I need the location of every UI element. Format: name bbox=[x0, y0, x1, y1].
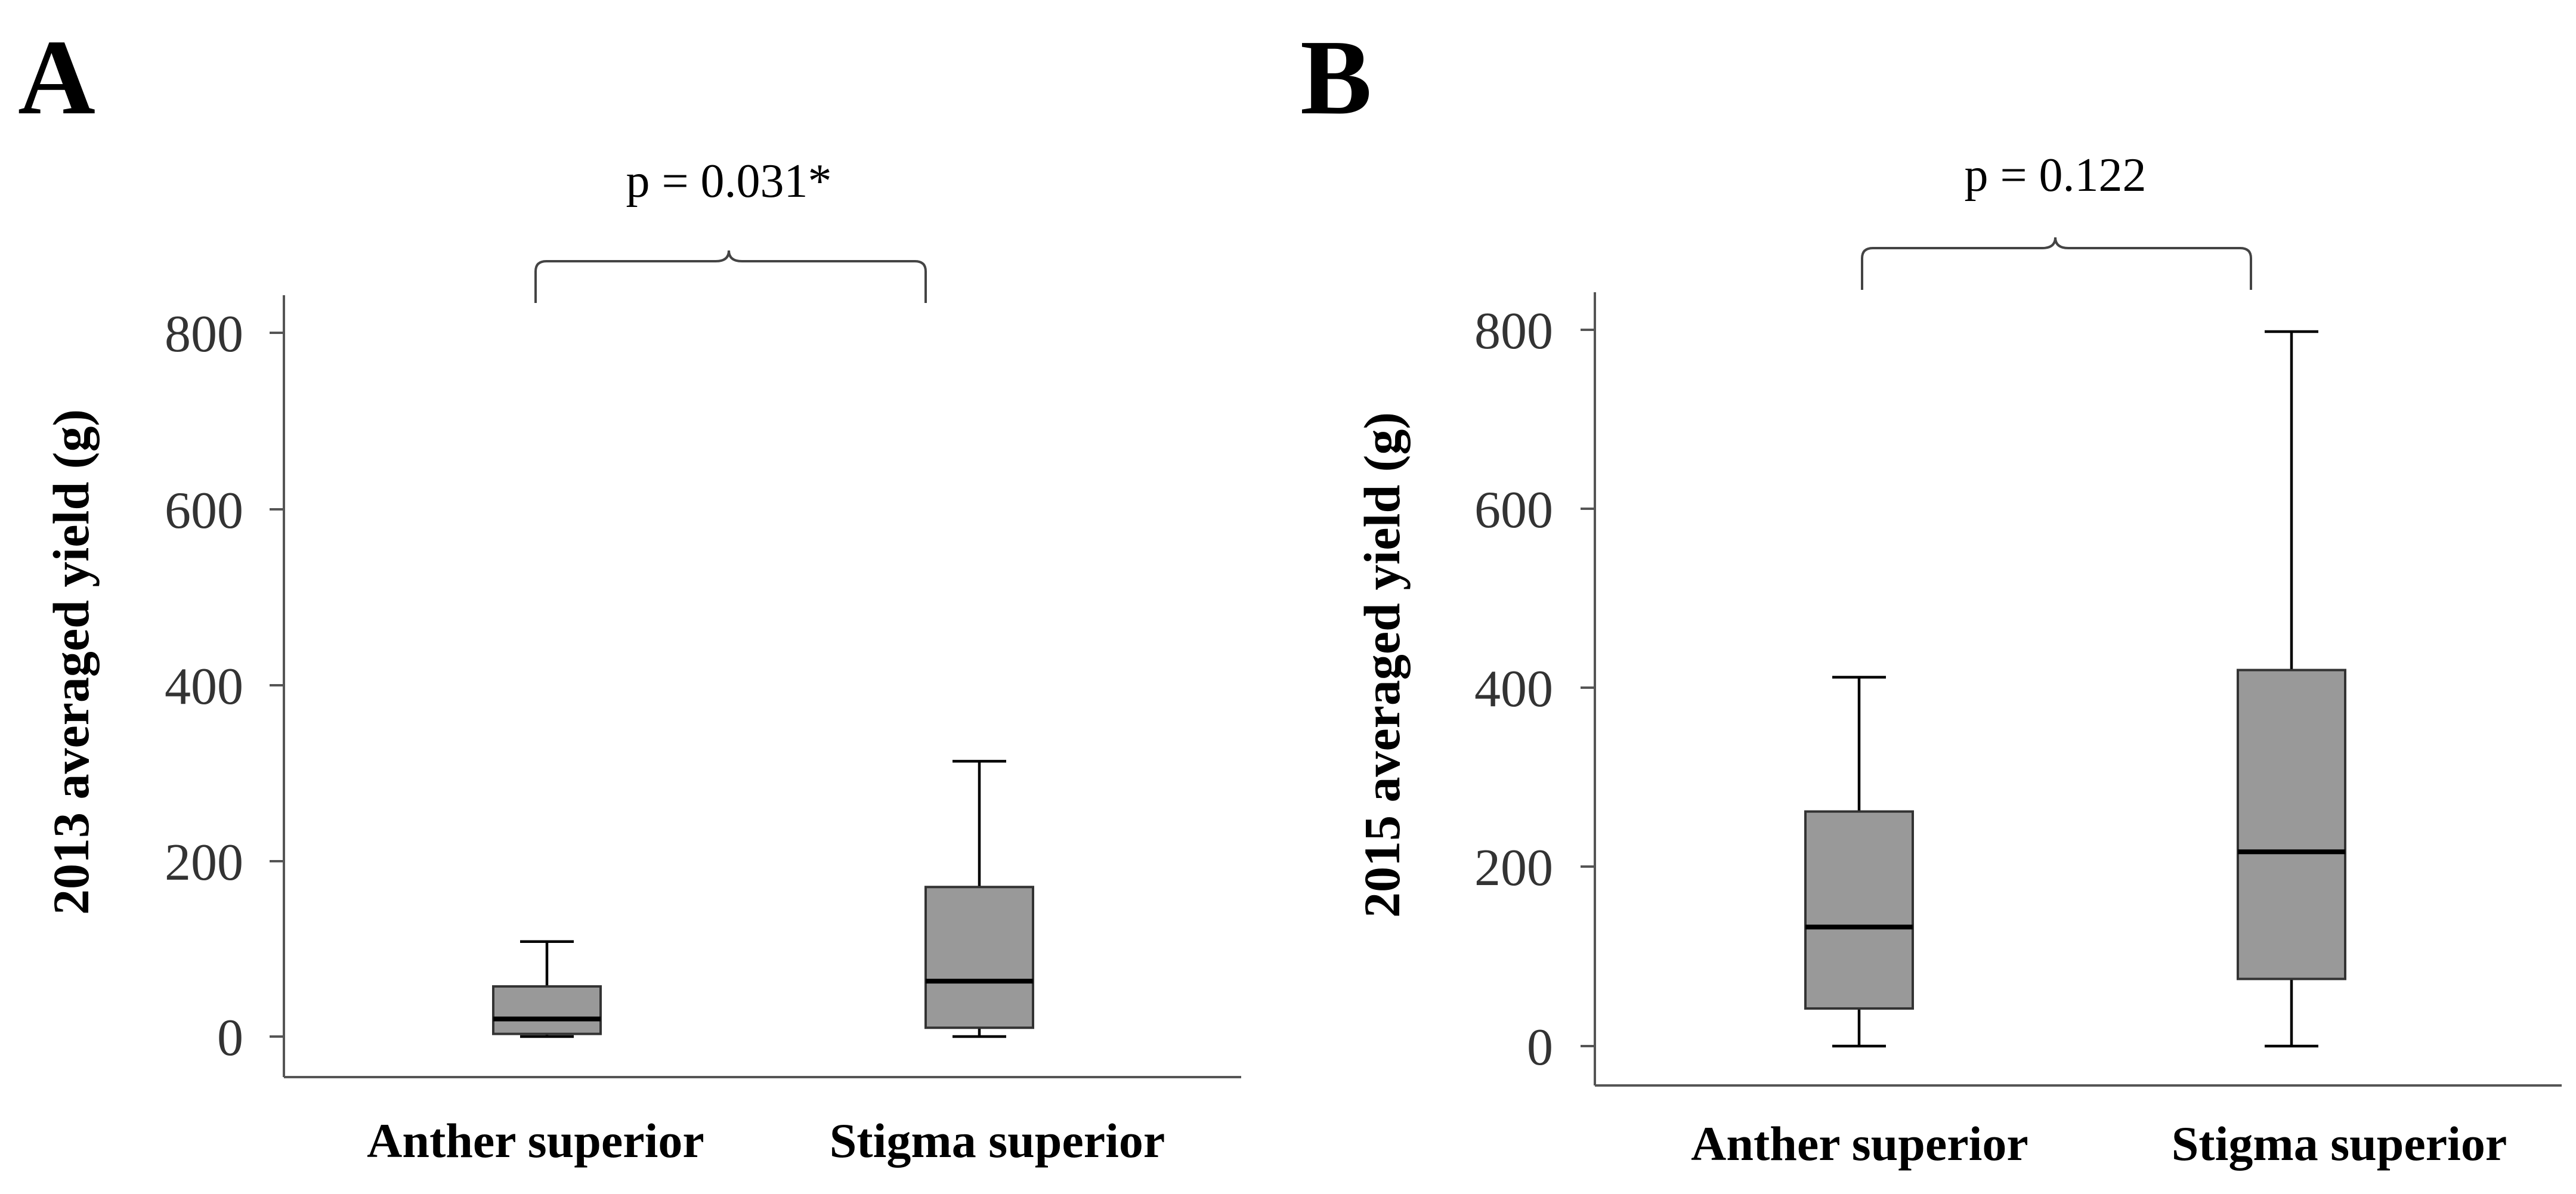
panel-a-tick-label-200: 200 bbox=[165, 834, 243, 892]
panel-b-p-value: p = 0.122 bbox=[1964, 149, 2146, 202]
panel-a-p-value: p = 0.031* bbox=[626, 155, 831, 208]
panel-a-anther-box bbox=[492, 985, 602, 1035]
panel-a-tick-label-600: 600 bbox=[165, 482, 243, 540]
panel-a-box-stigma-superior bbox=[924, 760, 1034, 1038]
panel-a-category-label-stigma: Stigma superior bbox=[830, 1113, 1165, 1168]
panel-b-y-title: 2015 averaged yield (g) bbox=[1353, 412, 1411, 918]
panel-a-significance-bracket bbox=[534, 250, 927, 303]
panel-a-category-label-anther: Anther superior bbox=[367, 1113, 704, 1168]
panel-b-significance-bracket bbox=[1861, 237, 2252, 290]
panel-a-label: A bbox=[18, 18, 95, 137]
panel-b-tick-label-800: 800 bbox=[1474, 302, 1553, 360]
panel-b-category-label-anther: Anther superior bbox=[1691, 1116, 2028, 1171]
panel-a-box-anther-superior bbox=[492, 940, 602, 1038]
panel-b-anther-box bbox=[1804, 810, 1914, 1010]
panel-b-tick-label-0: 0 bbox=[1527, 1019, 1553, 1077]
panel-b-tick-label-400: 400 bbox=[1474, 660, 1553, 718]
panel-b-label: B bbox=[1300, 18, 1372, 137]
panel-a-stigma-box bbox=[924, 886, 1034, 1029]
panel-a-tick-label-400: 400 bbox=[165, 658, 243, 716]
panel-a-tick-label-0: 0 bbox=[217, 1009, 243, 1067]
panel-b: B 0 200 400 600 800 2015 averaged yield … bbox=[1300, 18, 2562, 1171]
panel-b-stigma-box bbox=[2237, 669, 2346, 980]
panel-a-y-title: 2013 averaged yield (g) bbox=[42, 409, 100, 915]
panel-b-box-stigma-superior bbox=[2237, 330, 2346, 1048]
panel-a-tick-label-800: 800 bbox=[165, 305, 243, 363]
panel-a: A 0 200 400 600 800 2013 averaged yield … bbox=[18, 18, 1241, 1168]
panel-b-tick-label-600: 600 bbox=[1474, 481, 1553, 539]
panel-b-tick-label-200: 200 bbox=[1474, 839, 1553, 897]
panel-b-category-label-stigma: Stigma superior bbox=[2172, 1116, 2507, 1171]
panel-b-box-anther-superior bbox=[1804, 676, 1914, 1048]
